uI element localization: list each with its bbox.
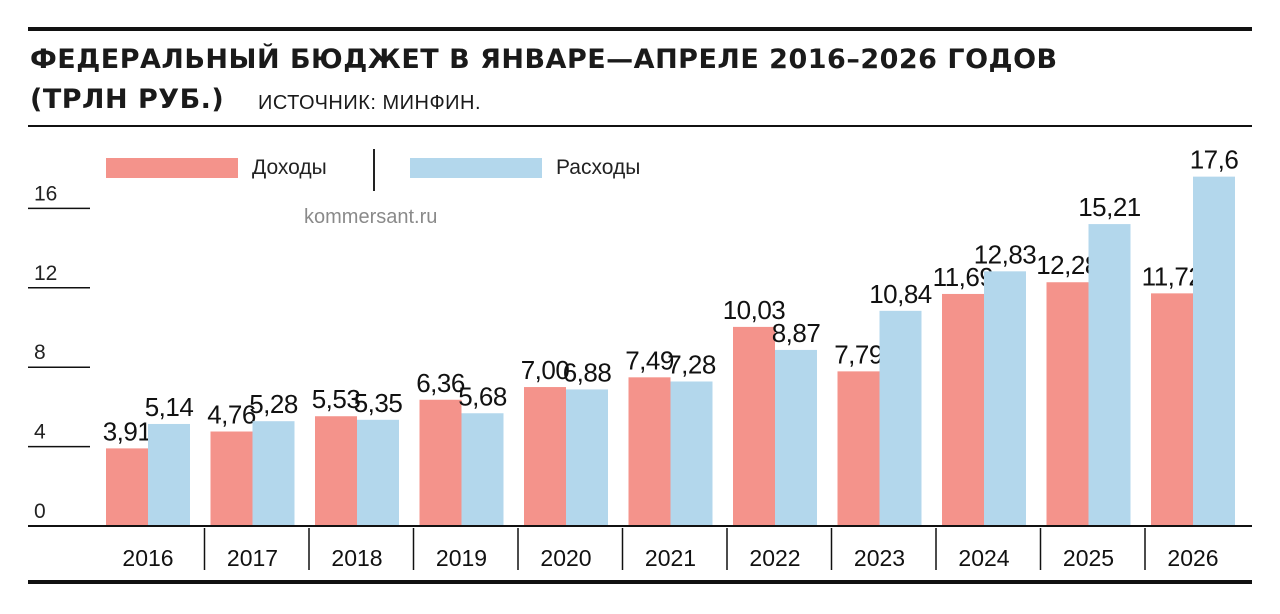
label-income-2017: 4,76 <box>207 400 256 430</box>
label-expenses-2017: 5,28 <box>249 389 298 419</box>
label-expenses-2018: 5,35 <box>354 388 403 418</box>
x-tick-label-2016: 2016 <box>122 545 173 571</box>
bar-income-2021 <box>628 377 671 526</box>
bar-income-2020 <box>524 387 566 526</box>
bar-income-2019 <box>419 399 462 526</box>
bar-expenses-2021 <box>670 381 713 526</box>
label-expenses-2024: 12,83 <box>974 239 1037 269</box>
legend-label-income: Доходы <box>252 156 327 179</box>
bar-income-2022 <box>733 326 775 526</box>
x-tick-label-2022: 2022 <box>749 545 800 571</box>
chart-title-unit: (ТРЛН РУБ.) <box>30 84 225 115</box>
label-income-2026: 11,72 <box>1142 261 1203 291</box>
bar-expenses-2018 <box>357 419 399 526</box>
y-tick-label: 0 <box>34 500 46 523</box>
bar-expenses-2022 <box>775 349 817 526</box>
bar-expenses-2016 <box>148 423 190 526</box>
label-income-2023: 7,79 <box>834 339 883 369</box>
label-expenses-2021: 7,28 <box>667 349 716 379</box>
watermark: kommersant.ru <box>304 206 438 228</box>
bar-expenses-2025 <box>1088 224 1131 527</box>
label-expenses-2025: 15,21 <box>1078 192 1141 222</box>
label-expenses-2020: 6,88 <box>563 357 612 387</box>
label-income-2021: 7,49 <box>625 345 674 375</box>
header-rule <box>28 125 1252 127</box>
legend-swatch-income <box>106 158 238 178</box>
top-rule <box>28 27 1252 31</box>
label-expenses-2023: 10,84 <box>869 279 932 309</box>
bar-income-2025 <box>1046 282 1089 526</box>
x-tick-label-2025: 2025 <box>1063 545 1114 571</box>
bar-income-2026 <box>1151 293 1193 526</box>
bar-expenses-2026 <box>1193 176 1235 526</box>
y-tick-label: 4 <box>34 421 46 444</box>
bar-income-2023 <box>837 371 880 526</box>
label-expenses-2016: 5,14 <box>145 392 194 422</box>
bar-expenses-2024 <box>984 271 1026 526</box>
y-tick-label: 16 <box>34 182 57 205</box>
bar-income-2016 <box>106 448 148 526</box>
bar-expenses-2023 <box>879 310 922 526</box>
x-tick-label-2026: 2026 <box>1167 545 1218 571</box>
legend-swatch-expenses <box>410 158 542 178</box>
legend-separator <box>373 149 375 191</box>
label-income-2024: 11,69 <box>933 262 994 292</box>
label-income-2018: 5,53 <box>312 384 361 414</box>
label-expenses-2026: 17,6 <box>1190 145 1239 175</box>
x-tick-label-2023: 2023 <box>854 545 905 571</box>
bar-income-2024 <box>942 293 984 526</box>
label-income-2016: 3,91 <box>103 416 152 446</box>
y-tick-label: 12 <box>34 262 57 285</box>
x-tick-label-2020: 2020 <box>540 545 591 571</box>
label-income-2019: 6,36 <box>416 368 465 398</box>
x-tick-label-2019: 2019 <box>436 545 487 571</box>
label-income-2022: 10,03 <box>723 295 786 325</box>
bar-expenses-2017 <box>252 421 295 526</box>
bar-expenses-2019 <box>461 413 504 526</box>
label-expenses-2022: 8,87 <box>772 318 821 348</box>
x-tick-label-2024: 2024 <box>958 545 1009 571</box>
x-tick-label-2018: 2018 <box>331 545 382 571</box>
label-income-2020: 7,00 <box>521 355 570 385</box>
legend-label-expenses: Расходы <box>556 156 641 179</box>
bottom-rule <box>28 580 1252 584</box>
bar-income-2018 <box>315 416 357 526</box>
label-expenses-2019: 5,68 <box>458 381 507 411</box>
x-tick-label-2021: 2021 <box>645 545 696 571</box>
bar-income-2017 <box>210 431 253 526</box>
y-tick-label: 8 <box>34 341 46 364</box>
x-tick-label-2017: 2017 <box>227 545 278 571</box>
chart-title: ФЕДЕРАЛЬНЫЙ БЮДЖЕТ В ЯНВАРЕ—АПРЕЛЕ 2016–… <box>30 44 1058 75</box>
bar-expenses-2020 <box>566 389 608 526</box>
source-note: ИСТОЧНИК: МИНФИН. <box>258 92 482 114</box>
